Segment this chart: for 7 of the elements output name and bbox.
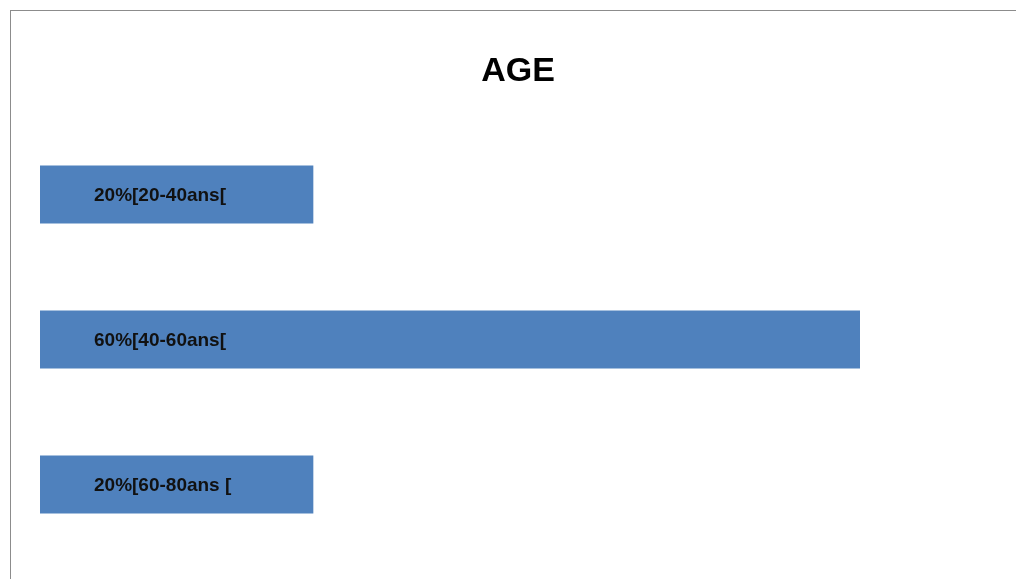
y-tick-label: [60-80ans [ <box>132 473 232 495</box>
y-tick-label: [20-40ans[ <box>132 183 227 205</box>
y-tick-label: [40-60ans[ <box>132 328 227 350</box>
data-label: 20% <box>94 473 133 495</box>
data-label: 60% <box>94 328 133 350</box>
data-label: 20% <box>94 183 133 205</box>
chart-title: AGE <box>481 50 555 88</box>
